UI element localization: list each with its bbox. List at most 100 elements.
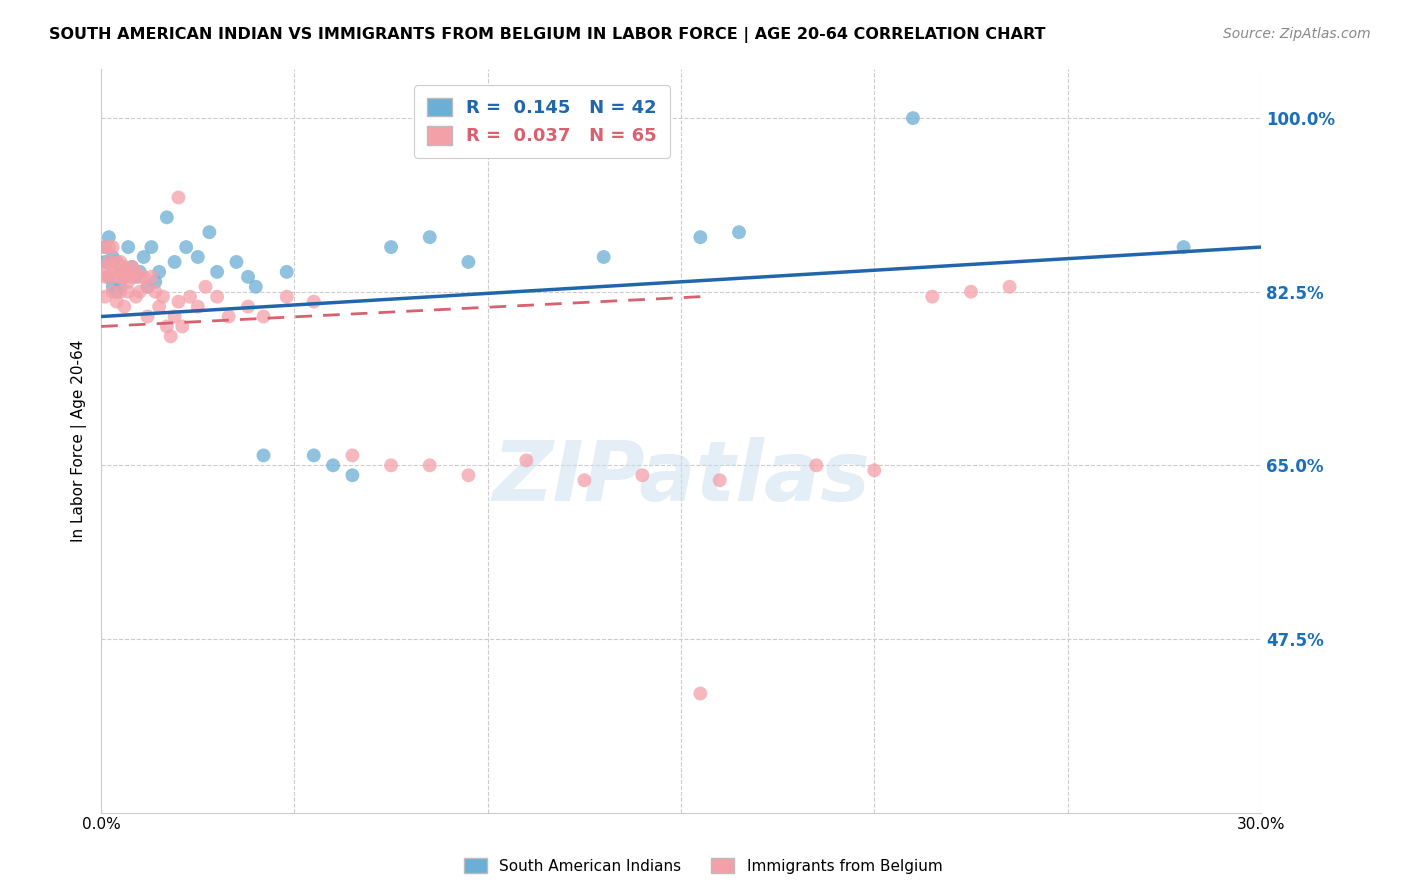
Point xyxy=(998,279,1021,293)
Point xyxy=(132,250,155,264)
Point xyxy=(143,275,166,289)
Point xyxy=(112,260,135,274)
Point xyxy=(94,240,117,254)
Point xyxy=(152,290,174,304)
Point xyxy=(205,290,228,304)
Point xyxy=(125,265,148,279)
Point xyxy=(156,319,179,334)
Point xyxy=(97,240,120,254)
Point xyxy=(121,260,143,274)
Point xyxy=(148,300,170,314)
Point xyxy=(148,265,170,279)
Point xyxy=(101,240,124,254)
Point xyxy=(125,269,148,284)
Point xyxy=(167,190,190,204)
Point xyxy=(457,255,479,269)
Point xyxy=(117,265,139,279)
Point xyxy=(117,275,139,289)
Point xyxy=(960,285,983,299)
Point xyxy=(143,285,166,299)
Point xyxy=(94,240,117,254)
Point xyxy=(141,240,163,254)
Point xyxy=(163,310,186,324)
Point xyxy=(136,279,159,293)
Text: SOUTH AMERICAN INDIAN VS IMMIGRANTS FROM BELGIUM IN LABOR FORCE | AGE 20-64 CORR: SOUTH AMERICAN INDIAN VS IMMIGRANTS FROM… xyxy=(49,27,1046,43)
Point xyxy=(136,279,159,293)
Point xyxy=(179,290,201,304)
Point xyxy=(302,449,325,463)
Point xyxy=(342,449,364,463)
Point xyxy=(252,310,274,324)
Point xyxy=(141,269,163,284)
Point xyxy=(198,225,221,239)
Point xyxy=(128,285,150,299)
Point xyxy=(342,468,364,483)
Point xyxy=(419,458,441,473)
Point xyxy=(112,269,135,284)
Point xyxy=(205,265,228,279)
Point xyxy=(94,269,117,284)
Point xyxy=(728,225,751,239)
Point xyxy=(921,290,943,304)
Point xyxy=(689,686,711,700)
Point xyxy=(105,255,128,269)
Point xyxy=(225,255,247,269)
Point xyxy=(110,269,132,284)
Point xyxy=(101,250,124,264)
Point xyxy=(863,463,886,477)
Legend: R =  0.145   N = 42, R =  0.037   N = 65: R = 0.145 N = 42, R = 0.037 N = 65 xyxy=(413,85,669,158)
Point xyxy=(236,269,259,284)
Point xyxy=(709,473,731,487)
Point xyxy=(187,250,209,264)
Point xyxy=(218,310,240,324)
Point xyxy=(302,294,325,309)
Point xyxy=(105,255,128,269)
Point xyxy=(94,260,117,274)
Text: Source: ZipAtlas.com: Source: ZipAtlas.com xyxy=(1223,27,1371,41)
Point xyxy=(110,260,132,274)
Point xyxy=(172,319,194,334)
Point xyxy=(125,290,148,304)
Point xyxy=(187,300,209,314)
Point xyxy=(136,310,159,324)
Point xyxy=(110,255,132,269)
Point xyxy=(592,250,614,264)
Point xyxy=(689,230,711,244)
Point xyxy=(112,269,135,284)
Point xyxy=(174,240,197,254)
Point xyxy=(276,290,298,304)
Point xyxy=(110,279,132,293)
Point xyxy=(194,279,217,293)
Point xyxy=(236,300,259,314)
Point xyxy=(380,240,402,254)
Point xyxy=(105,294,128,309)
Point xyxy=(132,269,155,284)
Point xyxy=(105,285,128,299)
Point xyxy=(252,449,274,463)
Point xyxy=(94,255,117,269)
Point xyxy=(94,290,117,304)
Point xyxy=(156,211,179,225)
Point xyxy=(97,269,120,284)
Point xyxy=(901,111,924,125)
Point xyxy=(419,230,441,244)
Point xyxy=(101,279,124,293)
Point xyxy=(101,260,124,274)
Point xyxy=(574,473,596,487)
Point xyxy=(159,329,181,343)
Point xyxy=(128,265,150,279)
Point xyxy=(322,458,344,473)
Point xyxy=(121,269,143,284)
Point xyxy=(105,269,128,284)
Point xyxy=(128,269,150,284)
Point xyxy=(101,285,124,299)
Text: ZIPatlas: ZIPatlas xyxy=(492,437,870,518)
Point xyxy=(97,269,120,284)
Point xyxy=(276,265,298,279)
Point xyxy=(380,458,402,473)
Point xyxy=(112,300,135,314)
Point xyxy=(121,260,143,274)
Point xyxy=(117,285,139,299)
Point xyxy=(457,468,479,483)
Legend: South American Indians, Immigrants from Belgium: South American Indians, Immigrants from … xyxy=(457,852,949,880)
